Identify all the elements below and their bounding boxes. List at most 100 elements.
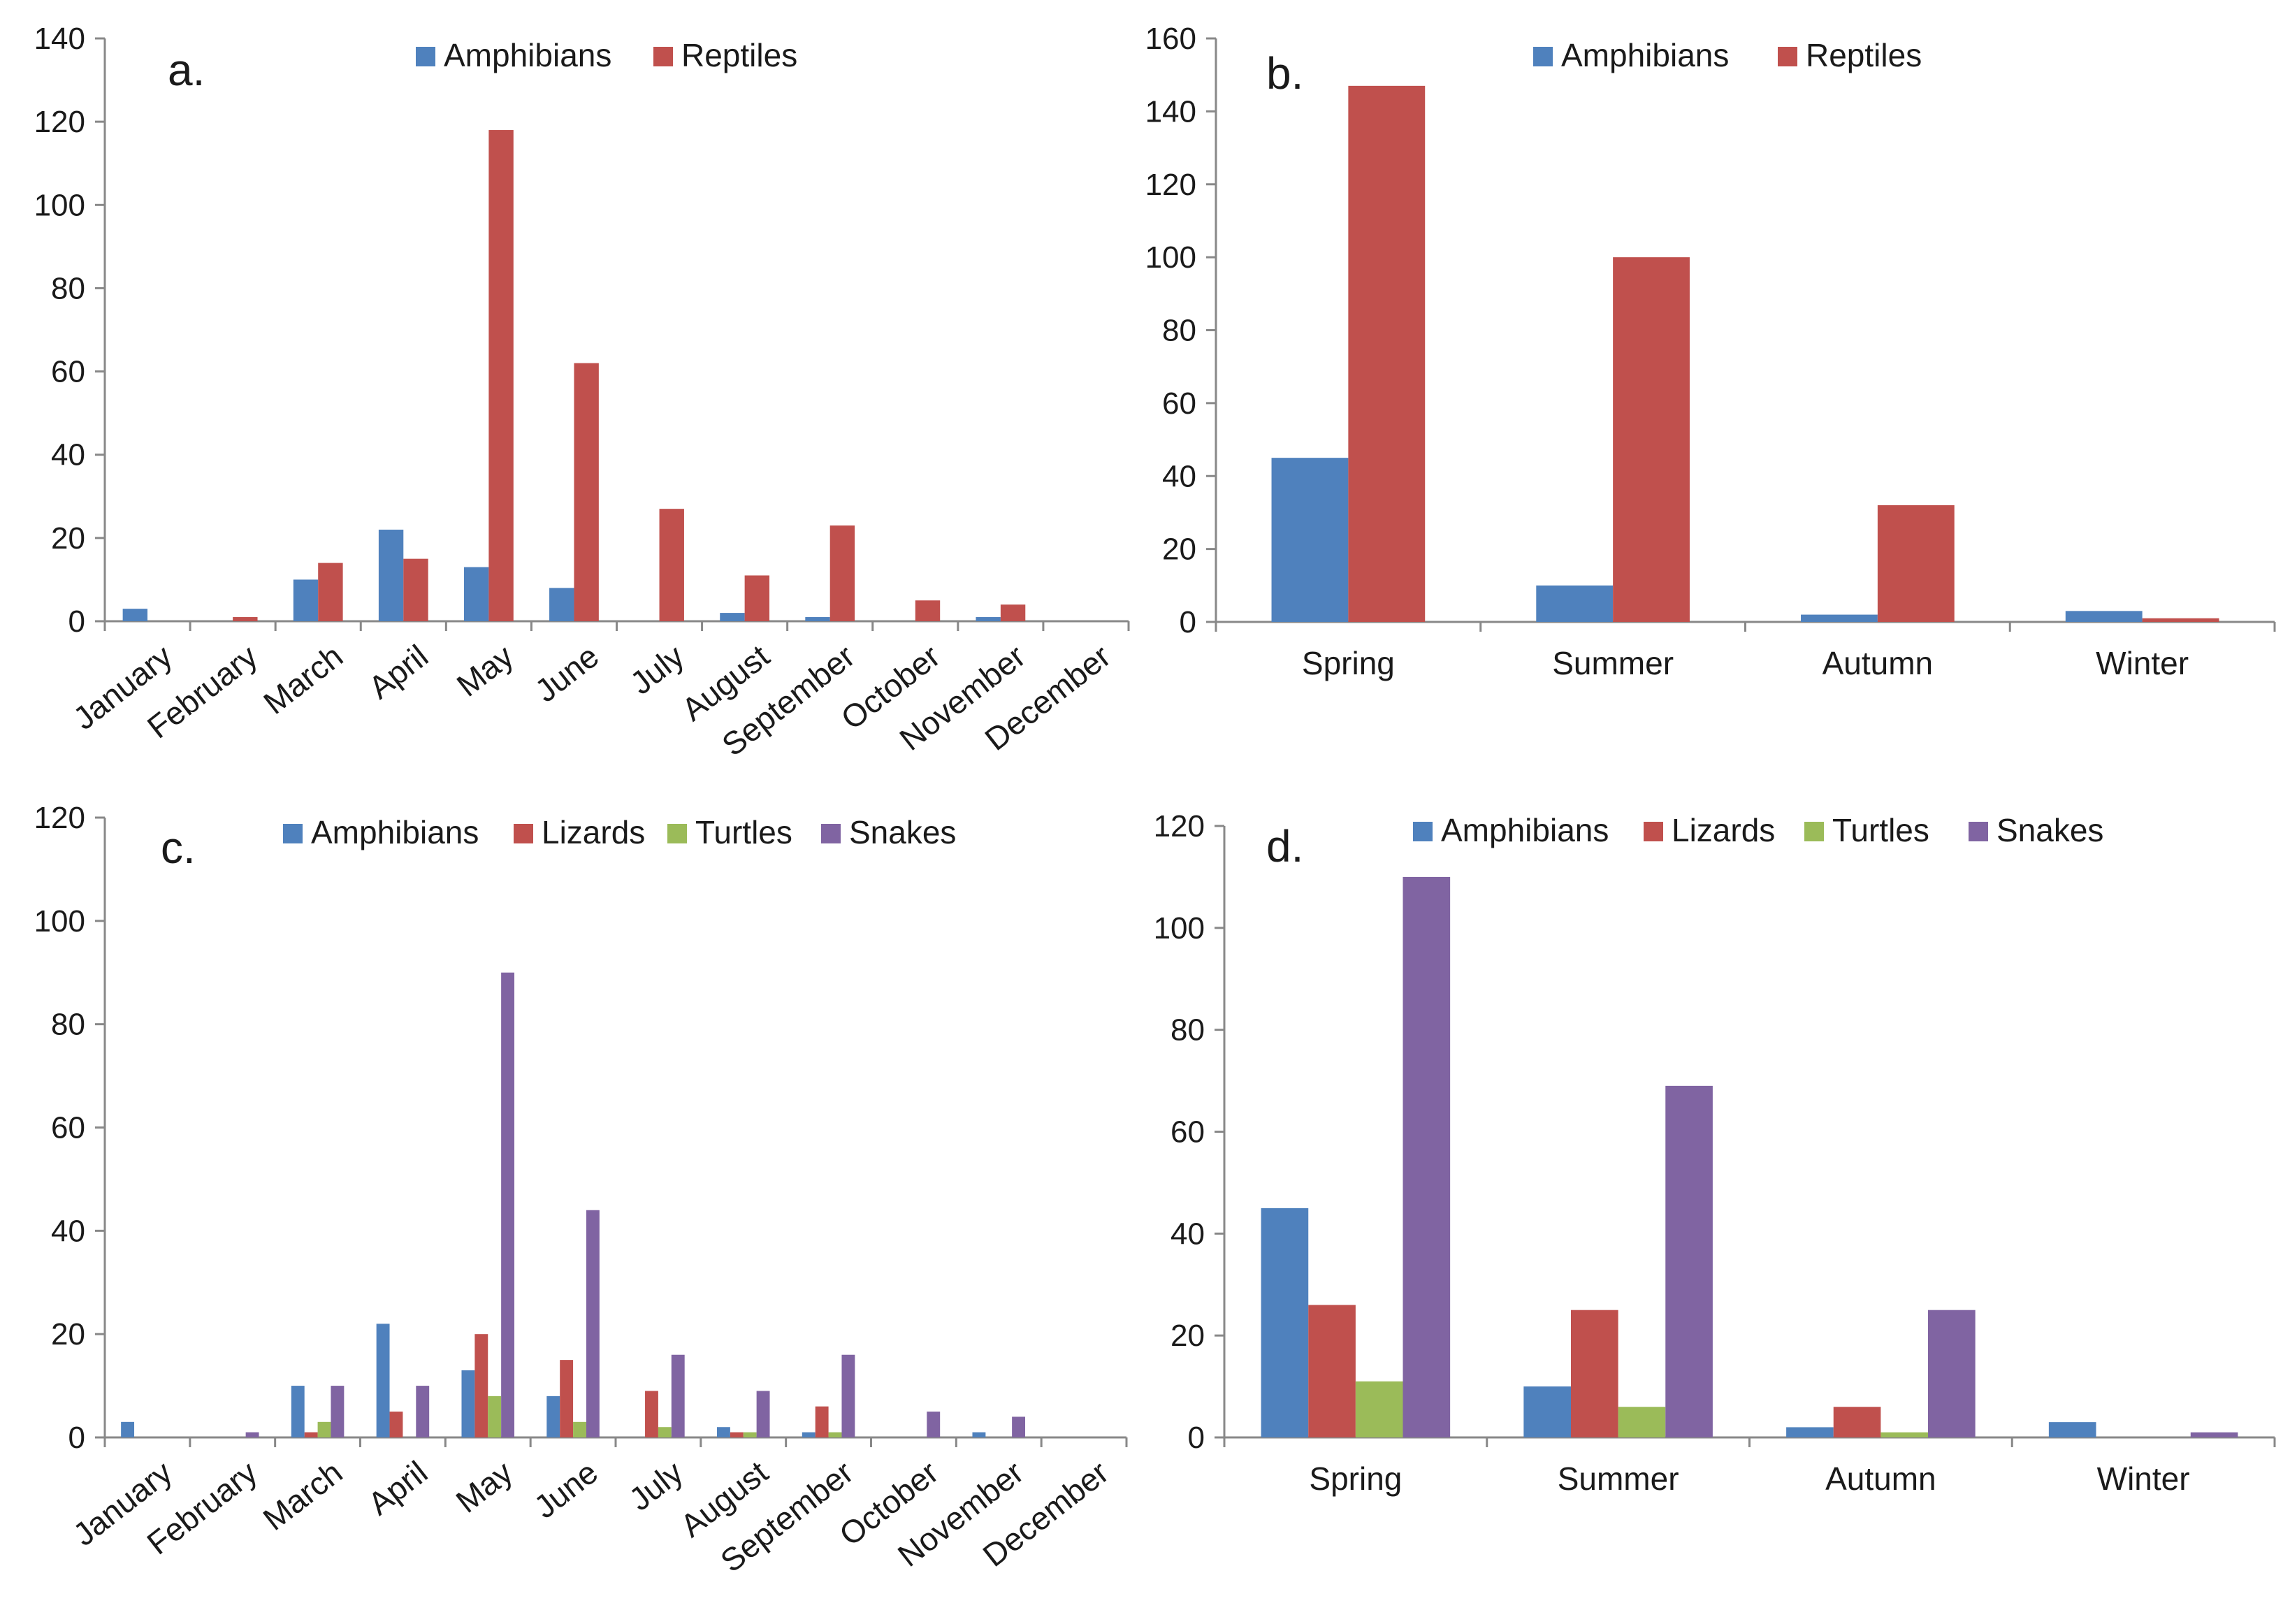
y-tick-label: 0	[68, 1421, 85, 1455]
bar-amphibians-january	[121, 1421, 135, 1437]
bar-lizards-july	[645, 1391, 658, 1437]
bar-reptiles-november	[1000, 604, 1026, 621]
panel-a: a. 020406080100120140JanuaryFebruaryMarc…	[34, 22, 1130, 763]
x-category-label: July	[623, 637, 690, 701]
bar-turtles-june	[573, 1421, 586, 1437]
legend-swatch-snakes	[1969, 822, 1988, 841]
y-tick-label: 60	[51, 355, 85, 389]
x-category-label: Spring	[1309, 1460, 1402, 1497]
bar-turtles-summer	[1618, 1407, 1666, 1437]
bar-snakes-august	[756, 1391, 770, 1437]
bar-turtles-september	[828, 1432, 842, 1437]
bar-amphibians-september	[802, 1432, 816, 1437]
y-tick-label: 0	[1180, 605, 1196, 639]
y-tick-label: 120	[1145, 168, 1196, 202]
bar-amphibians-august	[720, 613, 745, 621]
legend-swatch-turtles	[667, 824, 687, 843]
y-tick-label: 120	[1154, 809, 1205, 843]
x-category-label: July	[622, 1453, 689, 1517]
bar-snakes-july	[671, 1354, 685, 1437]
x-category-label: Spring	[1302, 645, 1395, 681]
bar-lizards-autumn	[1833, 1407, 1881, 1437]
y-tick-label: 80	[1171, 1013, 1205, 1047]
y-tick-label: 80	[51, 1008, 85, 1042]
y-tick-label: 40	[51, 1214, 85, 1248]
x-category-label: April	[361, 1453, 435, 1522]
legend-swatch-amphibians	[283, 824, 303, 843]
bar-amphibians-autumn	[1801, 614, 1878, 622]
bar-lizards-summer	[1570, 1310, 1618, 1437]
bar-amphibians-november	[976, 617, 1001, 621]
y-tick-label: 0	[68, 604, 85, 639]
panel-d-letter: d.	[1266, 821, 1303, 871]
x-category-label: Autumn	[1825, 1460, 1936, 1497]
legend-label-reptiles: Reptiles	[681, 37, 797, 73]
bar-amphibians-spring	[1271, 458, 1349, 622]
bar-turtles-march	[317, 1421, 331, 1437]
bar-lizards-spring	[1308, 1305, 1356, 1437]
bar-amphibians-winter	[2065, 611, 2143, 622]
bar-reptiles-june	[574, 363, 599, 621]
y-tick-label: 20	[51, 1317, 85, 1351]
bar-turtles-autumn	[1880, 1432, 1929, 1437]
legend-label-turtles: Turtles	[695, 814, 792, 850]
legend-label-reptiles: Reptiles	[1806, 37, 1922, 73]
bar-turtles-july	[658, 1427, 672, 1437]
y-tick-label: 20	[1171, 1319, 1205, 1353]
bar-amphibians-summer	[1536, 585, 1614, 622]
bar-snakes-october	[927, 1412, 941, 1437]
bar-reptiles-october	[915, 600, 941, 621]
legend-label-amphibians: Amphibians	[444, 37, 611, 73]
x-category-label: Winter	[2096, 645, 2189, 681]
bar-reptiles-july	[659, 509, 684, 621]
y-tick-label: 20	[51, 521, 85, 556]
x-category-label: March	[256, 1453, 349, 1537]
y-tick-label: 60	[1162, 386, 1196, 421]
y-tick-label: 100	[34, 188, 85, 222]
bar-snakes-february	[245, 1432, 259, 1437]
x-category-label: April	[362, 637, 435, 706]
bar-lizards-march	[304, 1432, 318, 1437]
legend-swatch-amphibians	[1413, 822, 1433, 841]
x-category-label: March	[256, 637, 349, 721]
y-tick-label: 120	[34, 105, 85, 139]
panel-b-letter: b.	[1266, 48, 1303, 99]
bar-amphibians-winter	[2048, 1422, 2096, 1437]
bar-amphibians-autumn	[1786, 1427, 1834, 1437]
y-tick-label: 20	[1162, 532, 1196, 567]
bar-amphibians-november	[972, 1432, 986, 1437]
bar-amphibians-march	[293, 579, 319, 621]
x-category-label: May	[449, 1453, 519, 1519]
panel-d: d. 0 20 40 60 80 100 120 Spring Summer Autumn Wint…	[1154, 809, 2276, 1497]
bar-amphibians-may	[461, 1370, 475, 1437]
y-tick-label: 120	[34, 801, 85, 835]
bar-turtles-august	[743, 1432, 757, 1437]
bar-amphibians-september	[805, 617, 830, 621]
legend-swatch-snakes	[821, 824, 841, 843]
y-tick-label: 100	[1145, 240, 1196, 275]
y-tick-label: 160	[1145, 22, 1196, 56]
y-tick-label: 40	[1171, 1217, 1205, 1251]
bar-amphibians-march	[291, 1386, 305, 1437]
bar-amphibians-january	[122, 609, 148, 621]
y-tick-label: 100	[34, 904, 85, 938]
y-tick-label: 80	[1162, 314, 1196, 348]
x-category-label: May	[450, 637, 520, 703]
legend-label-amphibians: Amphibians	[1561, 37, 1729, 73]
bar-reptiles-spring	[1348, 85, 1426, 622]
legend-swatch-reptiles	[1778, 47, 1797, 66]
y-tick-label: 60	[1171, 1115, 1205, 1150]
legend-label-snakes: Snakes	[849, 814, 956, 850]
bar-snakes-april	[416, 1386, 430, 1437]
bar-reptiles-september	[829, 525, 855, 621]
bar-reptiles-february	[233, 617, 258, 621]
panel-a-letter: a.	[168, 45, 205, 95]
x-category-label: Summer	[1558, 1460, 1679, 1497]
bar-amphibians-april	[376, 1324, 390, 1437]
y-tick-label: 40	[1162, 459, 1196, 493]
x-category-label: June	[527, 1453, 604, 1525]
bar-reptiles-autumn	[1877, 505, 1955, 622]
legend-swatch-amphibians	[1533, 47, 1553, 66]
